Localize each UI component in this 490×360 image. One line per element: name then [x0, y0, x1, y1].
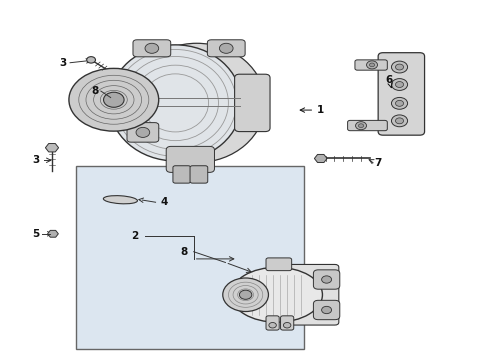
Ellipse shape	[223, 278, 269, 311]
FancyBboxPatch shape	[314, 300, 340, 320]
Bar	[76, 166, 304, 348]
Text: 4: 4	[161, 197, 168, 207]
Circle shape	[240, 290, 252, 299]
Circle shape	[395, 82, 404, 87]
Circle shape	[392, 98, 408, 109]
Circle shape	[356, 122, 367, 130]
Circle shape	[392, 78, 408, 90]
FancyBboxPatch shape	[133, 40, 171, 57]
FancyBboxPatch shape	[347, 120, 387, 131]
FancyBboxPatch shape	[166, 147, 215, 172]
FancyBboxPatch shape	[266, 258, 292, 271]
Ellipse shape	[69, 68, 159, 131]
Text: 7: 7	[374, 158, 382, 168]
Text: 1: 1	[300, 105, 324, 115]
Circle shape	[369, 63, 374, 67]
FancyBboxPatch shape	[207, 40, 245, 57]
Circle shape	[269, 323, 276, 328]
Circle shape	[392, 61, 408, 73]
Text: 8: 8	[91, 86, 98, 96]
Circle shape	[395, 64, 404, 70]
Text: 6: 6	[386, 75, 393, 88]
Text: 5: 5	[32, 229, 40, 239]
Text: 8: 8	[180, 247, 188, 257]
FancyBboxPatch shape	[190, 166, 208, 183]
Ellipse shape	[231, 267, 322, 322]
Ellipse shape	[103, 195, 138, 204]
FancyBboxPatch shape	[127, 123, 159, 142]
Circle shape	[87, 57, 96, 63]
Circle shape	[321, 306, 332, 314]
Circle shape	[367, 61, 377, 69]
FancyBboxPatch shape	[378, 53, 424, 135]
Circle shape	[395, 100, 404, 106]
FancyBboxPatch shape	[266, 316, 279, 330]
FancyBboxPatch shape	[355, 60, 387, 70]
Text: 2: 2	[131, 231, 139, 240]
Text: 3: 3	[60, 58, 67, 68]
Ellipse shape	[128, 43, 265, 162]
Circle shape	[359, 124, 364, 127]
FancyBboxPatch shape	[235, 74, 270, 132]
Ellipse shape	[109, 45, 242, 161]
Circle shape	[220, 43, 233, 53]
FancyBboxPatch shape	[285, 265, 339, 325]
FancyBboxPatch shape	[314, 270, 340, 289]
Circle shape	[392, 115, 408, 127]
Text: 3: 3	[32, 155, 40, 165]
Circle shape	[283, 323, 291, 328]
Circle shape	[103, 92, 124, 107]
FancyBboxPatch shape	[173, 166, 191, 183]
Circle shape	[136, 127, 150, 138]
Circle shape	[395, 118, 404, 124]
Circle shape	[145, 43, 159, 53]
Circle shape	[321, 276, 332, 283]
FancyBboxPatch shape	[281, 316, 294, 330]
